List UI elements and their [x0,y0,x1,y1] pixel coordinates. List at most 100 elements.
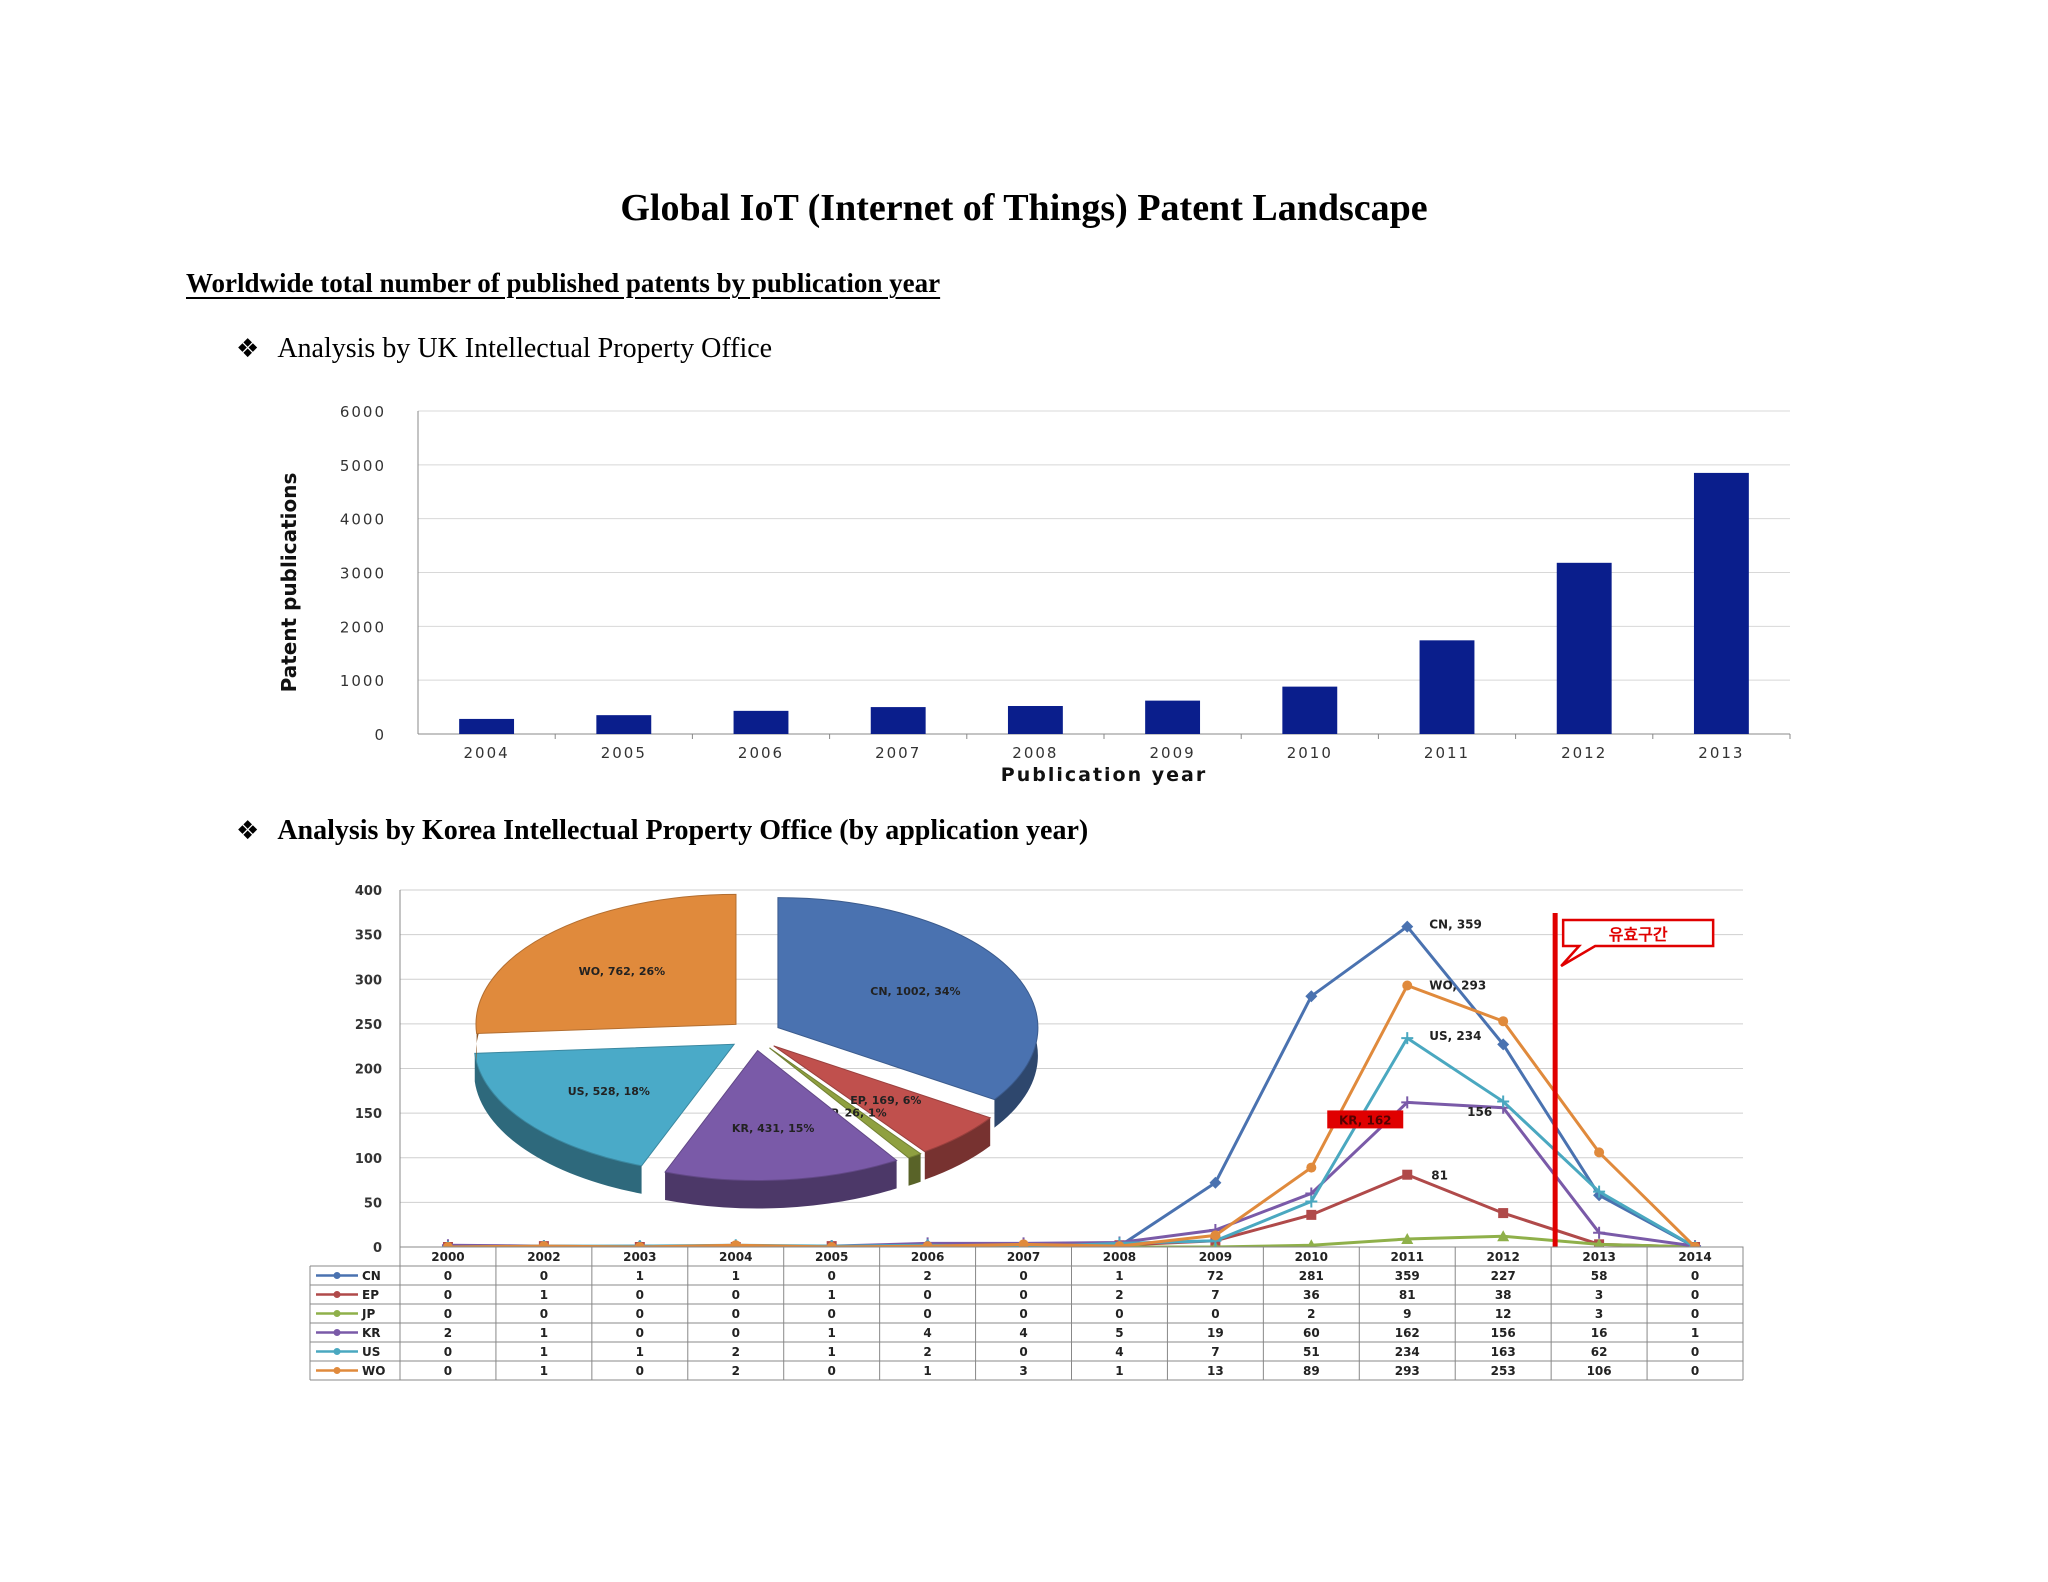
data-label-box [1327,1110,1404,1129]
table-cell: 293 [1395,1364,1420,1378]
table-cell: 1 [1691,1326,1699,1340]
table-cell: 7 [1211,1288,1219,1302]
data-label: KR, 162 [1339,1113,1392,1127]
data-point [1210,1230,1221,1241]
table-cell: 234 [1395,1345,1420,1359]
table-cell: 2 [732,1345,740,1359]
table-cell: 0 [827,1269,835,1283]
table-cell: 0 [1019,1307,1027,1321]
x-tick-label: 2007 [1007,1250,1040,1264]
x-tick-label: 2007 [875,744,921,762]
bullet-uk-label: Analysis by UK Intellectual Property Off… [277,333,773,364]
x-tick-label: 2003 [623,1250,656,1264]
table-cell: 7 [1211,1345,1219,1359]
table-cell: 106 [1587,1364,1612,1378]
legend-marker [333,1329,341,1336]
table-cell: 0 [540,1269,548,1283]
table-cell: 2 [444,1326,452,1340]
diamond-bullet-icon: ❖ [236,334,260,364]
x-tick-label: 2000 [431,1250,464,1264]
table-cell: 163 [1491,1345,1516,1359]
y-axis-title: Patent publications [277,473,301,693]
data-point [1401,920,1414,933]
table-cell: 58 [1591,1269,1608,1283]
table-cell: 1 [1115,1269,1123,1283]
table-cell: 281 [1299,1269,1324,1283]
legend-marker [333,1348,341,1355]
table-cell: 3 [1019,1364,1027,1378]
table-cell: 0 [1019,1269,1027,1283]
table-cell: 0 [923,1307,931,1321]
diamond-bullet-icon: ❖ [236,816,260,846]
table-cell: 162 [1395,1326,1420,1340]
bar [1556,562,1612,734]
bullet-korea-label: Analysis by Korea Intellectual Property … [277,815,1089,846]
legend-label: KR [362,1326,381,1340]
y-tick-label: 400 [355,884,382,899]
table-cell: 0 [444,1269,452,1283]
x-tick-label: 2002 [527,1250,560,1264]
y-tick-label: 2000 [340,618,386,636]
legend-marker [333,1310,341,1317]
table-cell: 1 [827,1326,835,1340]
data-point [1593,1226,1606,1239]
table-cell: 4 [923,1326,931,1340]
table-cell: 0 [1019,1288,1027,1302]
table-cell: 359 [1395,1269,1420,1283]
table-cell: 0 [636,1326,644,1340]
data-point [1402,1169,1413,1180]
table-cell: 0 [1691,1307,1699,1321]
table-cell: 156 [1491,1326,1516,1340]
pie-slice [474,1043,736,1167]
x-tick-label: 2004 [464,744,510,762]
table-cell: 0 [444,1364,452,1378]
table-cell: 62 [1591,1345,1608,1359]
table-cell: 4 [1115,1345,1123,1359]
table-cell: 13 [1207,1364,1224,1378]
y-tick-label: 1000 [340,672,386,690]
table-cell: 2 [923,1345,931,1359]
bar [1145,700,1201,734]
table-cell: 38 [1495,1288,1512,1302]
legend-marker [333,1367,341,1374]
legend-label: EP [362,1288,379,1302]
pie-slice-label: US, 528, 18% [568,1085,650,1098]
x-tick-label: 2010 [1295,1250,1328,1264]
legend-marker [333,1272,341,1279]
table-cell: 0 [1691,1269,1699,1283]
data-point [1497,1230,1510,1242]
table-cell: 227 [1491,1269,1516,1283]
data-label: 81 [1431,1169,1448,1183]
table-cell: 36 [1303,1288,1320,1302]
x-tick-label: 2005 [815,1250,848,1264]
table-cell: 16 [1591,1326,1608,1340]
legend-label: WO [362,1364,385,1378]
bar [1419,640,1475,734]
bar [1007,706,1063,734]
y-tick-label: 300 [355,973,382,988]
data-label: US, 234 [1429,1029,1481,1043]
x-tick-label: 2013 [1698,744,1744,762]
y-tick-label: 5000 [340,457,386,475]
table-cell: 2 [732,1364,740,1378]
data-point [1306,1162,1317,1173]
pie-slice-label: KR, 431, 15% [732,1122,815,1135]
uk-bar-chart: 0 1000 2000 3000 4000 5000 6000 2004 2005 2006 200… [277,403,1791,786]
bullet-korea-analysis: ❖ Analysis by Korea Intellectual Propert… [236,815,1088,847]
data-point [1401,1232,1414,1244]
pie-slice-side [474,1053,642,1194]
table-cell: 253 [1491,1364,1516,1378]
y-tick-label: 100 [355,1152,382,1167]
data-label: CN, 359 [1429,918,1482,932]
x-tick-label: 2006 [738,744,784,762]
data-label: WO, 293 [1429,978,1486,992]
table-cell: 1 [636,1269,644,1283]
bar [870,707,926,734]
table-cell: 0 [1691,1288,1699,1302]
table-cell: 0 [732,1326,740,1340]
y-tick-label: 150 [355,1107,382,1122]
pie-slice [769,1047,922,1159]
table-cell: 0 [444,1307,452,1321]
x-tick-label: 2008 [1103,1250,1136,1264]
y-tick-label: 0 [374,726,386,744]
